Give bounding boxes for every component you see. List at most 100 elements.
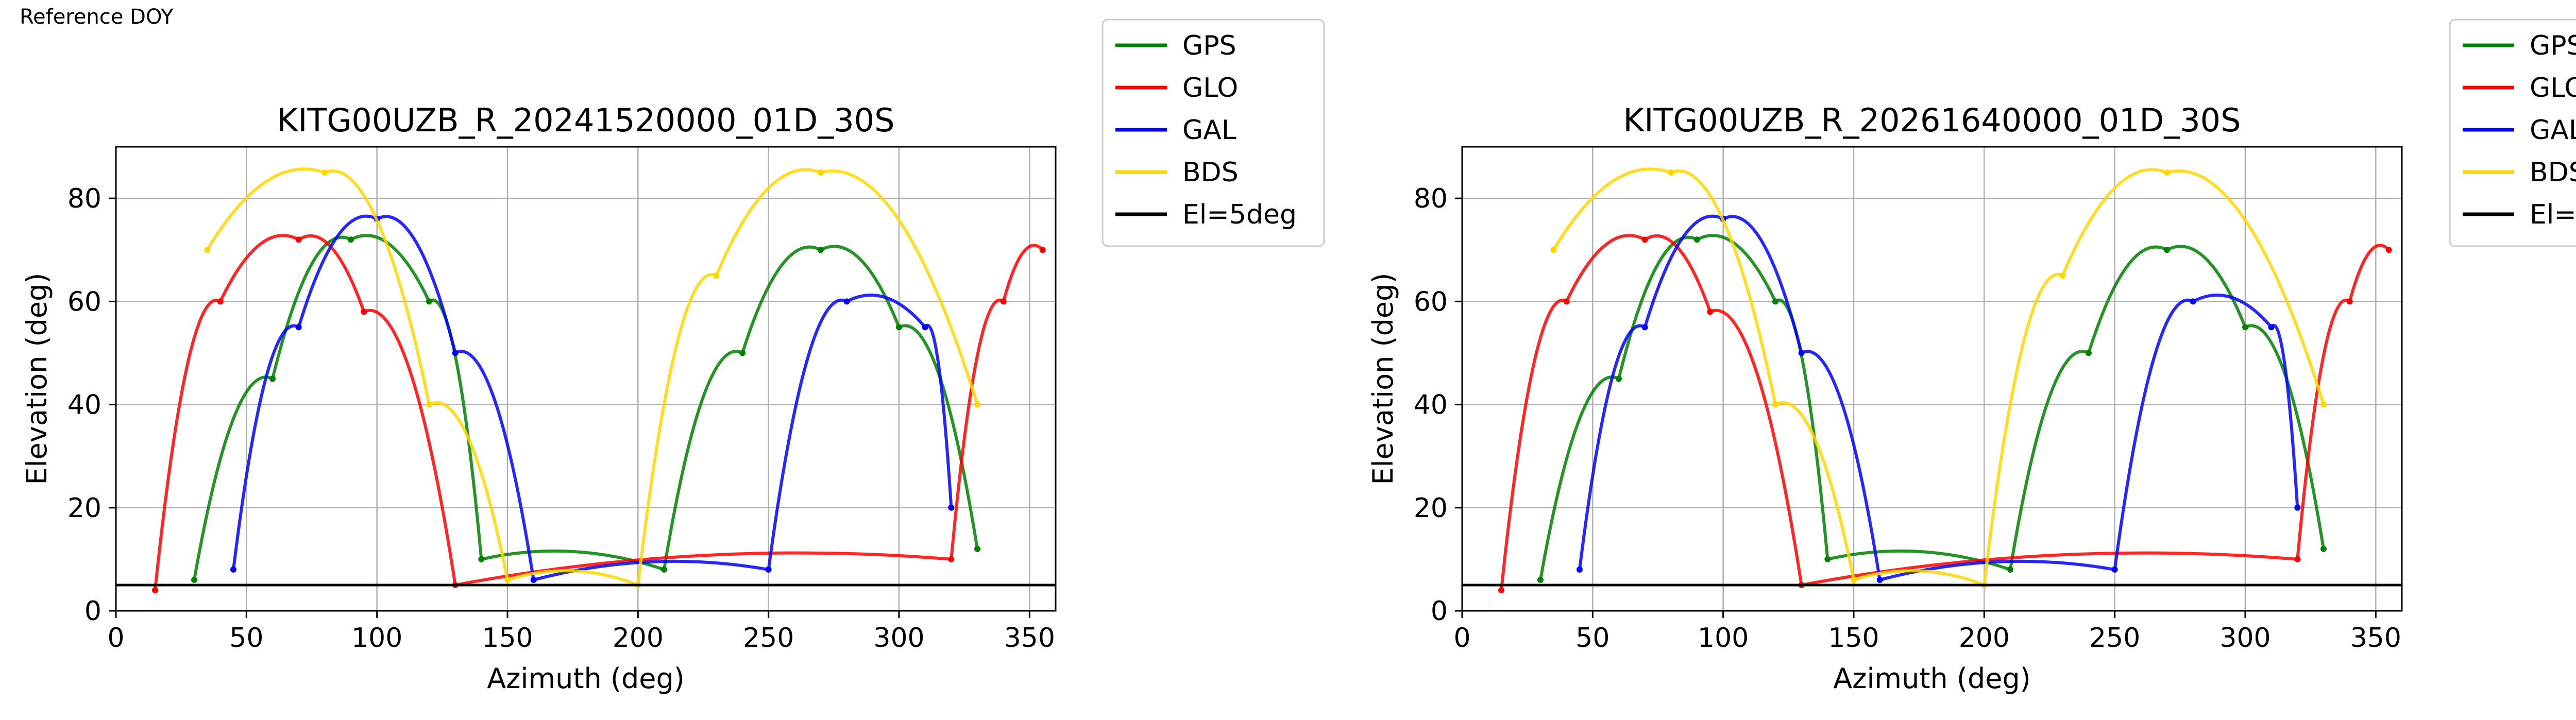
data-point [1641, 236, 1648, 243]
data-point [2320, 401, 2327, 408]
x-tick-label: 300 [2219, 623, 2270, 654]
series-track [507, 569, 639, 587]
data-point [1851, 576, 1857, 583]
data-point [765, 566, 772, 573]
series-track [1552, 167, 1672, 251]
series-track [2166, 169, 2325, 405]
legend-entry-label: GPS [1182, 30, 1236, 61]
data-point [843, 298, 850, 305]
data-point [1550, 247, 1557, 253]
data-point [1563, 298, 1570, 305]
x-tick-label: 250 [2089, 623, 2140, 654]
data-point [269, 375, 276, 382]
chart-title: KITG00UZB_R_20261640000_01D_30S [1623, 101, 2241, 139]
data-point [1772, 298, 1778, 305]
data-point [2268, 324, 2275, 331]
data-point [661, 566, 667, 573]
x-tick-label: 100 [351, 623, 402, 654]
x-tick-label: 50 [229, 623, 263, 654]
data-point [2007, 566, 2013, 573]
legend-entry-label: BDS [1182, 157, 1239, 188]
x-tick-label: 200 [613, 623, 664, 654]
x-tick-label: 200 [1959, 623, 2010, 654]
series-track [924, 323, 953, 508]
series-track [1879, 559, 2115, 581]
data-point [896, 324, 902, 331]
series-track [2113, 298, 2194, 570]
data-point [818, 247, 824, 253]
series-track [533, 559, 769, 581]
series-track [820, 169, 979, 405]
y-tick-label: 20 [1414, 493, 1448, 524]
series-layer [152, 167, 1046, 593]
y-tick-label: 40 [1414, 390, 1448, 421]
data-point [713, 272, 720, 279]
series-track [1774, 401, 1855, 580]
legend: GPS GLO GAL BDS El=5deg [2449, 19, 2576, 247]
series-track [767, 298, 848, 570]
data-point [530, 576, 537, 583]
data-point [1641, 324, 1648, 331]
series-track [741, 245, 822, 354]
data-point [948, 556, 955, 562]
series-track [1643, 214, 1724, 328]
data-point [2346, 298, 2353, 305]
data-point [2294, 556, 2301, 562]
series-track [455, 551, 952, 587]
data-point [2242, 324, 2248, 331]
series-track [1709, 308, 1803, 586]
data-point [504, 576, 511, 583]
series-track [950, 298, 1005, 560]
series-track [428, 401, 509, 580]
data-point [948, 504, 955, 511]
y-tick-label: 60 [1414, 286, 1448, 317]
axes-frame [1461, 146, 2403, 612]
data-point [2111, 566, 2118, 573]
series-track [1617, 235, 1698, 380]
data-point [1616, 375, 1622, 382]
series-track [454, 350, 535, 580]
data-point [2164, 169, 2170, 176]
series-bds [1550, 167, 2327, 588]
y-axis-label: Elevation (deg) [1367, 273, 1399, 485]
x-tick-label: 0 [1453, 623, 1470, 654]
chart-title: KITG00UZB_R_20241520000_01D_30S [277, 101, 895, 139]
data-point [2059, 272, 2066, 279]
series-track [2061, 168, 2168, 277]
data-point [1498, 587, 1504, 593]
data-point [974, 545, 980, 552]
series-track [376, 215, 457, 354]
y-tick-label: 80 [1414, 183, 1448, 214]
series-track [1722, 215, 1803, 354]
data-point [1707, 308, 1714, 315]
y-tick-label: 0 [84, 596, 101, 627]
legend-entry-label: GPS [2530, 30, 2576, 61]
series-track [324, 169, 431, 405]
data-point [1577, 566, 1583, 573]
chart-2: 0 50 100 150 200 250 300 350 0 20 40 60 80 Azimuth (d… [1367, 19, 2576, 695]
data-point [974, 401, 980, 408]
data-point [1694, 236, 1700, 243]
data-point [426, 401, 432, 408]
y-tick-label: 0 [1431, 596, 1448, 627]
data-point [1668, 169, 1674, 176]
data-point [922, 324, 928, 331]
data-point [361, 308, 367, 315]
series-track [297, 214, 378, 328]
x-tick-label: 250 [743, 623, 794, 654]
series-track [663, 350, 743, 570]
x-tick-label: 50 [1575, 623, 1609, 654]
x-axis-label: Azimuth (deg) [1833, 662, 2031, 695]
series-track [206, 167, 326, 251]
legend-frame [2449, 19, 2576, 247]
series-track [363, 308, 457, 586]
data-point [2385, 247, 2392, 253]
series-track [1982, 273, 2063, 586]
series-track [1801, 350, 1882, 580]
series-track [271, 235, 352, 380]
series-track [2009, 350, 2090, 570]
data-point [204, 247, 211, 253]
legend-entry-label: GLO [1182, 73, 1238, 104]
series-track [154, 298, 222, 591]
series-track [2192, 294, 2273, 329]
